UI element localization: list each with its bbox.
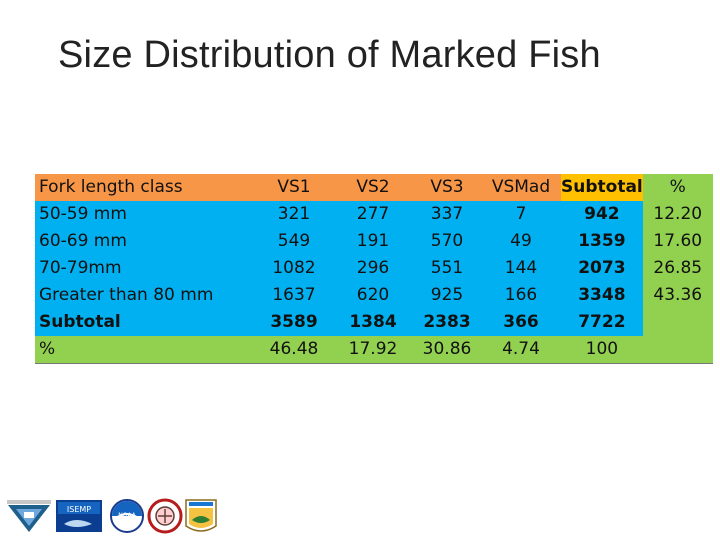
header-subtotal: Subtotal: [561, 174, 643, 201]
cell-value: 570: [413, 228, 481, 255]
cell-percent: 26.85: [642, 255, 713, 282]
cell-grand-total: 7722: [561, 309, 643, 336]
isemp-logo-icon: ISEMP: [56, 500, 102, 532]
cell-value: 7: [481, 201, 561, 228]
row-label: 60-69 mm: [35, 228, 255, 255]
row-label: 50-59 mm: [35, 201, 255, 228]
cell-percent: [642, 336, 713, 364]
cell-value: 144: [481, 255, 561, 282]
cell-value: 925: [413, 282, 481, 309]
table-row: 70-79mm 1082 296 551 144 2073 26.85: [35, 255, 713, 282]
header-vsmad: VSMad: [481, 174, 561, 201]
cell-subtotal: 3348: [561, 282, 643, 309]
cell-value: 1082: [255, 255, 333, 282]
cell-value: 296: [333, 255, 413, 282]
cell-value: 191: [333, 228, 413, 255]
table-row: 50-59 mm 321 277 337 7 942 12.20: [35, 201, 713, 228]
cell-value: 100: [561, 336, 643, 364]
row-label: Subtotal: [35, 309, 255, 336]
percent-row: % 46.48 17.92 30.86 4.74 100: [35, 336, 713, 364]
cell-value: 551: [413, 255, 481, 282]
cell-value: 4.74: [481, 336, 561, 364]
table-row: 60-69 mm 549 191 570 49 1359 17.60: [35, 228, 713, 255]
fish-wildlife-service-logo-icon: [185, 499, 217, 532]
cell-value: 337: [413, 201, 481, 228]
cell-value: 620: [333, 282, 413, 309]
header-fork-length: Fork length class: [35, 174, 255, 201]
noaa-logo-icon: NOAA: [110, 499, 144, 533]
svg-text:ISEMP: ISEMP: [67, 505, 91, 514]
cell-value: 277: [333, 201, 413, 228]
cell-percent: 12.20: [642, 201, 713, 228]
usgs-style-emblem-icon: [7, 500, 51, 532]
cell-value: 549: [255, 228, 333, 255]
cell-subtotal: 2073: [561, 255, 643, 282]
row-label: %: [35, 336, 255, 364]
tribal-seal-icon: [147, 498, 183, 534]
cell-percent: [642, 309, 713, 336]
row-label: 70-79mm: [35, 255, 255, 282]
header-vs3: VS3: [413, 174, 481, 201]
cell-percent: 17.60: [642, 228, 713, 255]
cell-value: 17.92: [333, 336, 413, 364]
svg-text:NOAA: NOAA: [118, 512, 136, 519]
cell-value: 1384: [333, 309, 413, 336]
cell-value: 1637: [255, 282, 333, 309]
header-vs1: VS1: [255, 174, 333, 201]
table-row: Greater than 80 mm 1637 620 925 166 3348…: [35, 282, 713, 309]
cell-value: 46.48: [255, 336, 333, 364]
table-header-row: Fork length class VS1 VS2 VS3 VSMad Subt…: [35, 174, 713, 201]
cell-percent: 43.36: [642, 282, 713, 309]
cell-value: 321: [255, 201, 333, 228]
size-distribution-table: Fork length class VS1 VS2 VS3 VSMad Subt…: [35, 174, 713, 364]
cell-subtotal: 1359: [561, 228, 643, 255]
cell-value: 30.86: [413, 336, 481, 364]
cell-value: 366: [481, 309, 561, 336]
header-percent: %: [642, 174, 713, 201]
partner-logos: ISEMP NOAA: [7, 498, 217, 534]
subtotal-row: Subtotal 3589 1384 2383 366 7722: [35, 309, 713, 336]
cell-value: 2383: [413, 309, 481, 336]
cell-value: 49: [481, 228, 561, 255]
cell-subtotal: 942: [561, 201, 643, 228]
slide-title: Size Distribution of Marked Fish: [58, 34, 601, 76]
header-vs2: VS2: [333, 174, 413, 201]
cell-value: 166: [481, 282, 561, 309]
cell-value: 3589: [255, 309, 333, 336]
row-label: Greater than 80 mm: [35, 282, 255, 309]
